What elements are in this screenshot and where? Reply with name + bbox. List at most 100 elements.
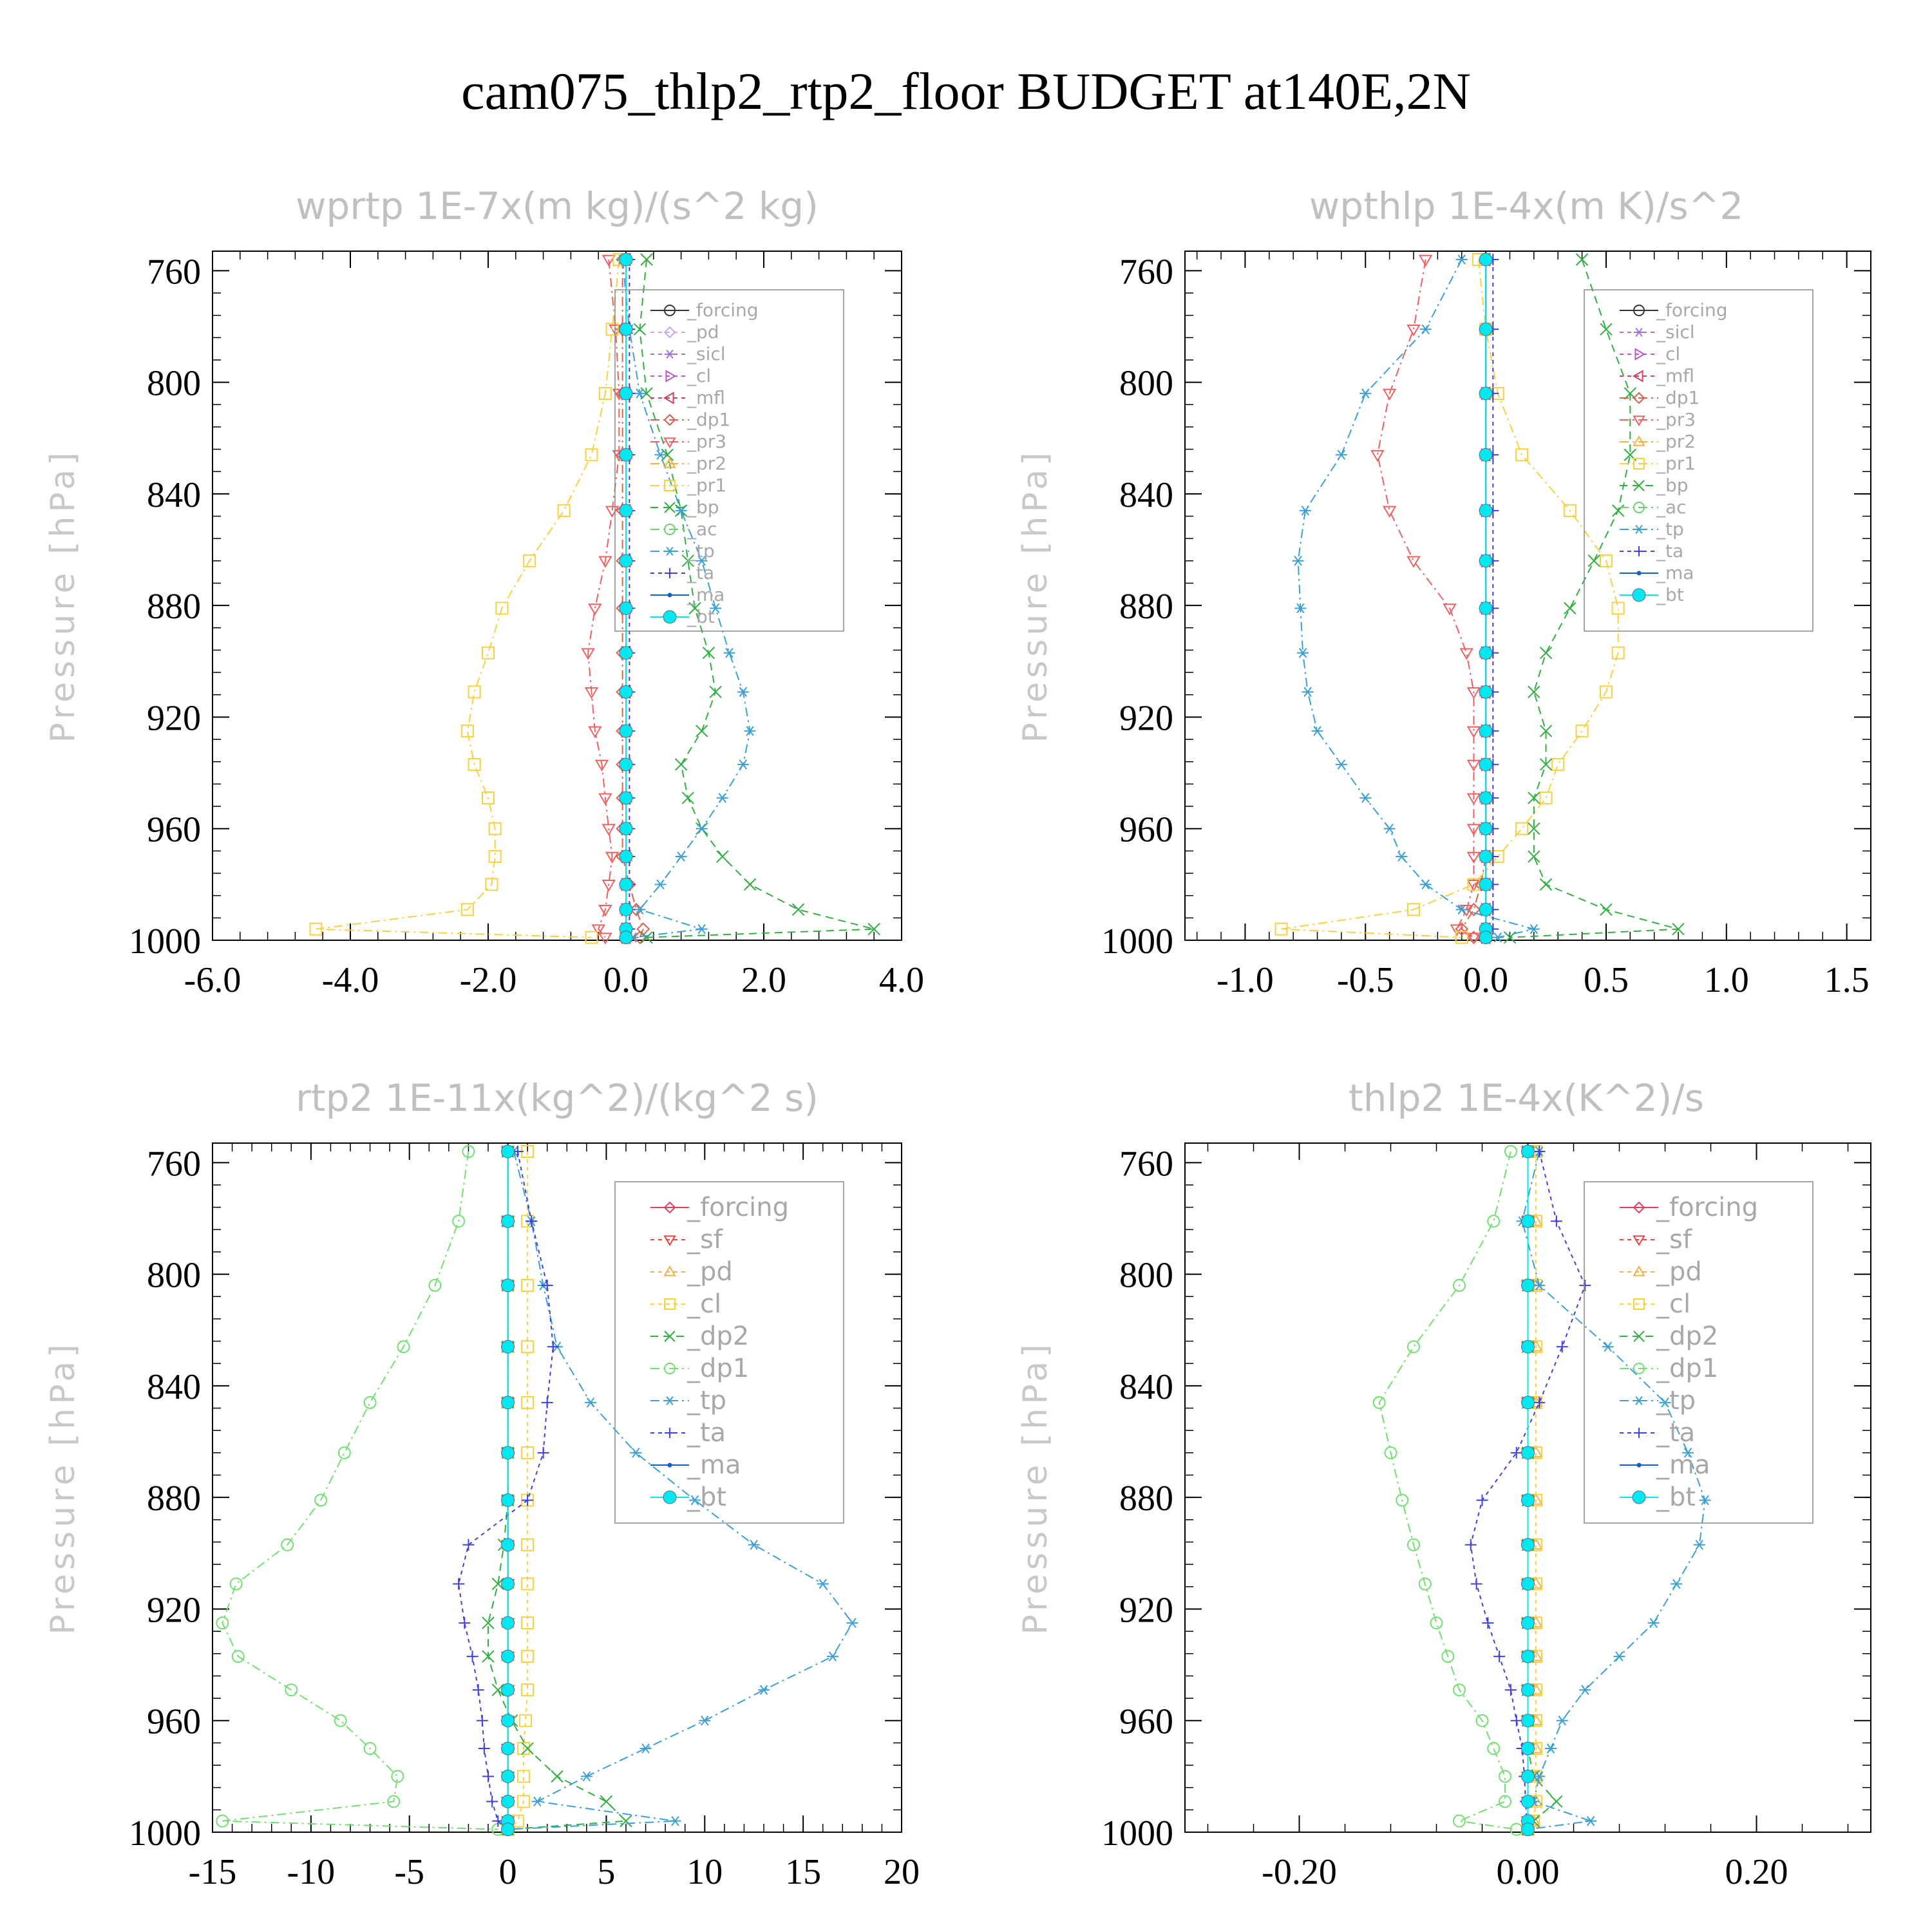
data-point_pr3 <box>1466 793 1481 806</box>
series_bt <box>501 1144 515 1837</box>
data-point_tp <box>1585 1815 1597 1826</box>
data-point_bt <box>501 1823 515 1837</box>
data-point_bt <box>1479 448 1493 462</box>
legend-item_mfl: _mfl <box>650 387 725 408</box>
data-point_bt <box>1479 252 1493 267</box>
legend-label: _ma <box>687 584 724 605</box>
data-point_tp <box>817 1578 829 1589</box>
data-point_ta <box>462 1539 475 1551</box>
legend-item_pd: _pd <box>1620 1257 1702 1287</box>
data-point_dp1 <box>1407 1538 1420 1551</box>
data-point_pr3 <box>594 759 609 772</box>
legend-item_tp: _tp <box>650 540 715 562</box>
data-point_bp <box>791 903 805 916</box>
data-point_bp <box>1539 647 1553 659</box>
data-point_cl <box>521 1278 535 1292</box>
data-point_pr3 <box>598 933 612 945</box>
legend-item_sf: _sf <box>1620 1225 1692 1255</box>
series-line_pr3 <box>587 259 620 938</box>
data-point_bp <box>1587 554 1600 567</box>
data-point_tp <box>1299 506 1311 516</box>
legend-item_dp1: _dp1 <box>1620 387 1700 408</box>
data-point_tp <box>1294 603 1307 614</box>
legend-item_ma: _ma <box>650 584 724 605</box>
legend-label: _dp2 <box>1656 1321 1718 1351</box>
data-point_tp <box>723 648 735 658</box>
panel-4: thlp2 1E-4x(K^2)/s Pressure [hPa] 760 800 84… <box>1016 1076 1871 1892</box>
legend-item_bt: _bt <box>650 606 715 627</box>
legend-label: _forcing <box>1656 1193 1758 1222</box>
data-point_tp <box>1292 556 1304 566</box>
data-point_tp <box>531 1796 544 1807</box>
legend-item_ma: _ma <box>650 1450 741 1480</box>
data-point_bp <box>1575 253 1589 266</box>
legend-label: _bt <box>687 1482 726 1512</box>
data-point_pr1 <box>482 791 495 805</box>
y-tick-label: 800 <box>147 1256 201 1296</box>
legend-label: _bt <box>687 606 715 627</box>
data-point_bp <box>716 850 729 863</box>
data-point_bt <box>501 1278 515 1293</box>
data-point_dp1 <box>428 1278 442 1292</box>
data-point_tp <box>654 879 667 890</box>
data-point_tp <box>758 1685 770 1695</box>
data-point_cl <box>517 1742 531 1756</box>
legend-item_dp2: _dp2 <box>650 1321 749 1351</box>
series-line_bp <box>639 259 875 938</box>
legend-label: _ta <box>687 562 714 583</box>
data-point_pr3 <box>1466 880 1481 892</box>
data-point_pr1 <box>1611 646 1625 659</box>
data-point_tp <box>1693 1540 1705 1550</box>
legend: _forcing_pd_sicl_cl_mfl_dp1_pr3_pr2_pr1_… <box>614 289 844 632</box>
data-point_bt <box>501 1683 515 1697</box>
series_pr1 <box>1274 252 1625 944</box>
data-point_bt <box>501 1493 515 1507</box>
series_dp1 <box>616 252 650 945</box>
data-point_ta <box>1504 1684 1517 1696</box>
data-point_pr1 <box>485 878 498 891</box>
legend-item_ta: _ta <box>650 1418 726 1448</box>
series_pr1 <box>309 252 626 944</box>
data-point_bt <box>1521 1214 1535 1228</box>
data-point_tp <box>1359 388 1372 399</box>
data-point_tp <box>696 556 708 566</box>
data-point_pr1 <box>523 554 536 567</box>
data-point_dp1 <box>363 1742 377 1756</box>
legend-item_cl: _cl <box>650 365 711 386</box>
data-point_cl <box>521 1446 535 1459</box>
data-point_cl <box>521 1683 535 1697</box>
series-line_pr1 <box>1281 259 1619 938</box>
data-point_tp <box>584 1397 596 1408</box>
legend-label: _pr1 <box>1656 453 1696 474</box>
series-line_cl <box>1527 1151 1537 1830</box>
data-point_bt <box>619 822 633 836</box>
data-point_pr3 <box>1466 687 1481 699</box>
data-point_bp <box>640 253 653 266</box>
legend-label: _forcing <box>687 1193 789 1222</box>
series_dp2 <box>482 1145 632 1836</box>
legend-item_pr3: _pr3 <box>650 431 726 452</box>
data-point_pr3 <box>1466 824 1481 836</box>
data-point_bt <box>1479 724 1493 738</box>
data-point_pr1 <box>1599 554 1613 567</box>
data-point_cl <box>517 1770 531 1783</box>
data-point_pr3 <box>1370 450 1385 462</box>
data-point_bt <box>1521 1396 1535 1410</box>
data-point_bt <box>501 1769 515 1783</box>
legend-label: _dp1 <box>687 1354 749 1383</box>
data-point_pr1 <box>1515 822 1529 835</box>
data-point_tp <box>1613 1651 1625 1662</box>
data-point_dp1 <box>337 1446 351 1459</box>
x-tick-label: 2.0 <box>741 960 786 1000</box>
y-tick-label: 880 <box>1119 1479 1173 1519</box>
series-line_dp2 <box>1527 1151 1558 1830</box>
legend-item_dp1: _dp1 <box>1620 1354 1718 1383</box>
data-point_dp1 <box>334 1714 347 1727</box>
x-tick-label: 4.0 <box>879 960 924 1000</box>
legend-label: _forcing <box>687 299 759 321</box>
data-point_dp2 <box>521 1742 534 1755</box>
data-point_pr3 <box>584 687 599 699</box>
legend-item_bp: _bp <box>650 497 719 518</box>
data-point_bp <box>1503 931 1517 944</box>
data-point_tp <box>737 687 749 697</box>
